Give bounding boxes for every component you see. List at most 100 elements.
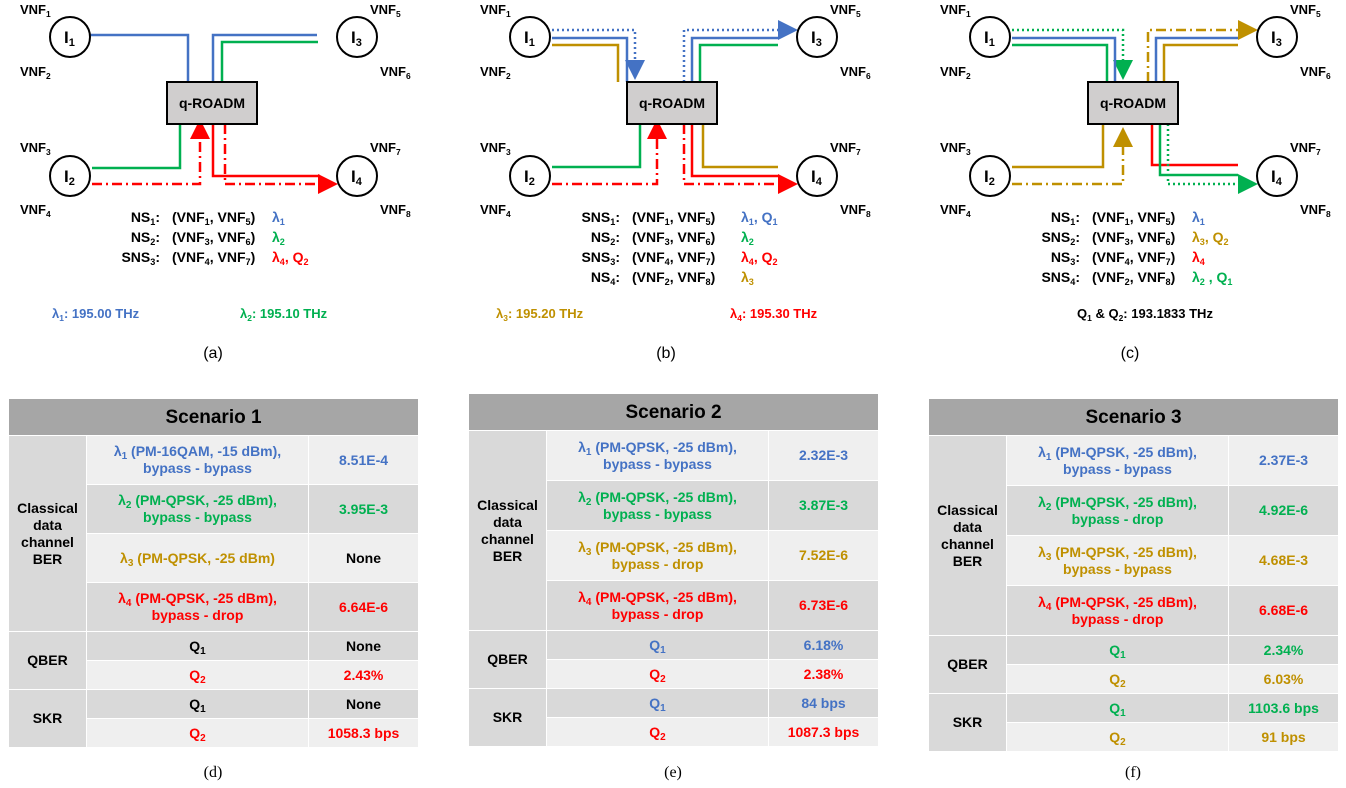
channel-label: λ1 (PM-16QAM, -15 dBm), bypass - bypass [86,435,309,485]
node-i1 [49,16,91,58]
vnf-label: VNF3 [20,140,51,157]
link-lambda4 [92,119,210,186]
link-lambda2 [552,124,642,169]
link-lambda2 [220,40,318,82]
link-lambda1 [1012,36,1117,82]
qber-channel: Q1 [1006,635,1229,665]
frequency-note: λ3: 195.20 THz [496,306,584,323]
channel-label: λ4 (PM-QPSK, -25 dBm), bypass - drop [546,580,769,631]
node-i4 [1256,155,1298,197]
vnf-label: VNF1 [20,2,51,19]
panel-caption: (a) [203,345,223,362]
service-resources: λ1 [272,209,285,227]
node-label: I3 [351,28,362,49]
vnf-label: VNF7 [370,140,401,157]
vnf-label: VNF1 [480,2,511,19]
skr-channel: Q2 [86,718,309,748]
qber-header: QBER [928,635,1007,694]
link-lambda4 [690,124,778,178]
service-pair: (VNF4, VNF7) [632,249,715,267]
service-pair: (VNF3, VNF6) [172,229,255,247]
service-name: SNS3: [581,249,620,267]
link-lambda1 [552,36,629,82]
classical-ber-header: Classical data channel BER [928,435,1007,636]
ber-value: 2.37E-3 [1227,435,1340,486]
service-name: SNS2: [1041,229,1080,247]
service-name: NS2: [131,229,160,247]
q-roadm-label: q-ROADM [179,95,245,111]
link-q2 [1012,127,1133,186]
q-roadm-label: q-ROADM [1100,95,1166,111]
skr-value: 1058.3 bps [307,718,420,748]
link-lambda4 [223,124,338,194]
qber-channel: Q2 [1006,664,1229,694]
link-lambda3 [1012,124,1105,169]
link-lambda3 [701,124,778,169]
link-lambda1 [690,36,778,82]
node-label: I4 [1271,167,1283,188]
link-lambda4 [1150,124,1238,167]
channel-label: λ2 (PM-QPSK, -25 dBm), bypass - drop [1006,485,1229,536]
channel-label: λ2 (PM-QPSK, -25 dBm), bypass - bypass [546,480,769,531]
table-caption: (d) [203,764,223,781]
qber-value: None [307,631,420,661]
channel-label: λ2 (PM-QPSK, -25 dBm), bypass - bypass [86,484,309,534]
skr-channel: Q1 [1006,693,1229,723]
node-i1 [509,16,551,58]
classical-ber-header: Classical data channel BER [468,430,547,631]
service-resources: λ3, Q2 [1192,229,1229,247]
link-lambda2 [698,43,778,82]
network-diagrams: q-ROADM I1 I2 I3 I4 VNF1 VNF2 VNF3 VNF4 VNF5 VNF6 V… [20,2,1331,362]
link-lambda2 [1012,43,1109,82]
node-i2 [49,155,91,197]
qber-channel: Q2 [546,659,769,689]
q-roadm-box [1087,81,1179,125]
node-label: I3 [811,28,822,49]
node-label: I4 [351,167,363,188]
qber-channel: Q1 [86,631,309,661]
qber-value: 6.03% [1227,664,1340,694]
link-q1 [1012,28,1133,80]
node-label: I1 [524,28,535,49]
link-lambda1 [1154,36,1238,82]
service-name: SNS1: [581,209,620,227]
service-pair: (VNF3, VNF6) [1092,229,1175,247]
vnf-label: VNF8 [1300,202,1331,219]
skr-value: 91 bps [1227,722,1340,752]
link-q2 [1146,20,1258,82]
scenario-table: Scenario 3 Classical data channel BER λ1 (PM-… [927,398,1340,752]
qber-value: 2.38% [767,659,880,689]
vnf-label: VNF3 [940,140,971,157]
qber-value: 6.18% [767,630,880,660]
ber-value: 6.64E-6 [307,582,420,632]
channel-label: λ3 (PM-QPSK, -25 dBm), bypass - bypass [1006,535,1229,586]
vnf-label: VNF5 [830,2,861,19]
service-pair: (VNF2, VNF8) [1092,269,1175,287]
node-label: I1 [64,28,75,49]
service-pair: (VNF4, VNF7) [172,249,255,267]
vnf-label: VNF2 [480,64,511,81]
link-lambda4 [211,124,320,178]
node-label: I4 [811,167,823,188]
q-roadm-label: q-ROADM [639,95,705,111]
service-resources: λ4, Q2 [272,249,309,267]
skr-header: SKR [928,693,1007,752]
node-i3 [1256,16,1298,58]
channel-label: λ3 (PM-QPSK, -25 dBm), bypass - drop [546,530,769,581]
vnf-label: VNF6 [380,64,411,81]
scenario-title: Scenario 1 [7,398,420,436]
frequency-note: λ4: 195.30 THz [730,306,818,323]
ber-value: 6.73E-6 [767,580,880,631]
service-resources: λ2 [272,229,285,247]
qber-header: QBER [468,630,547,689]
q-roadm-box [166,81,258,125]
service-name: NS2: [591,229,620,247]
node-i3 [336,16,378,58]
vnf-label: VNF4 [20,202,51,219]
channel-label: λ1 (PM-QPSK, -25 dBm), bypass - bypass [1006,435,1229,486]
node-label: I1 [984,28,995,49]
frequency-note: λ2: 195.10 THz [240,306,328,323]
qber-header: QBER [8,631,87,690]
vnf-label: VNF5 [1290,2,1321,19]
service-pair: (VNF1, VNF5) [172,209,255,227]
